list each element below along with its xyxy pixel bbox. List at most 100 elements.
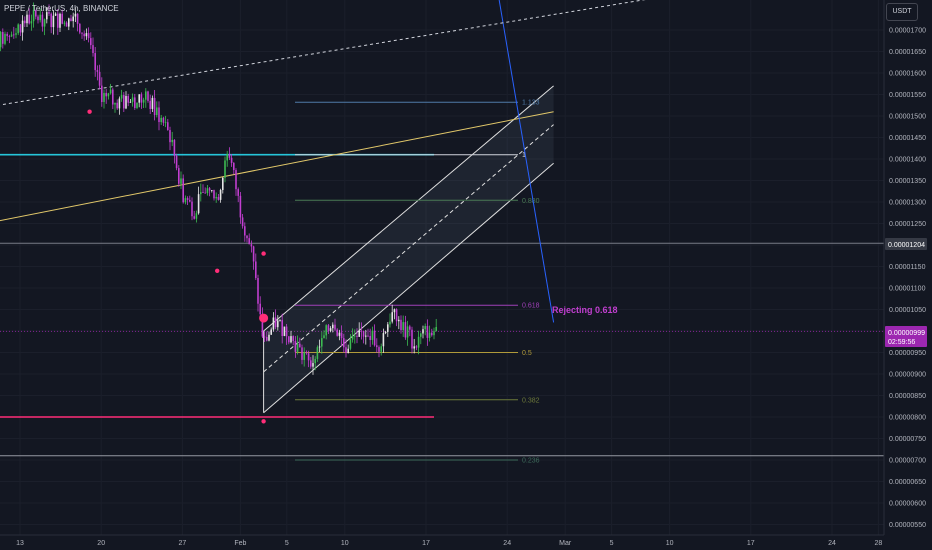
candle-body [197, 194, 200, 214]
current-price-tag: 0.00000999 [888, 330, 925, 337]
candle-body [250, 244, 253, 247]
candle-body [228, 153, 231, 158]
candle-body [136, 102, 138, 108]
price-tick: 0.00001050 [889, 307, 926, 314]
candle-body [37, 16, 39, 21]
level-tag-box [885, 238, 927, 250]
candle-body [193, 216, 195, 219]
candle-body [41, 14, 44, 27]
marker-dot [215, 268, 220, 273]
candle-body [217, 197, 220, 200]
candle-body [134, 97, 136, 108]
candle-body [417, 336, 420, 348]
candle-body [72, 16, 74, 22]
candle-body [171, 139, 173, 143]
candle-body [391, 312, 393, 322]
price-tick: 0.00001500 [889, 114, 926, 121]
candle-body [338, 332, 341, 336]
price-tick: 0.00000950 [889, 350, 926, 357]
candle-body [402, 322, 404, 331]
candle-body [294, 340, 297, 352]
currency-selector[interactable]: USDT [886, 3, 918, 21]
price-tick: 0.00001150 [889, 264, 926, 271]
candle-body [354, 335, 356, 337]
candle-body [94, 53, 96, 71]
candle-body [244, 226, 246, 236]
fibonacci-levels: 1.133 1 0.880 0.618 0.5 0.382 0.236 [295, 100, 540, 465]
candle-body [248, 238, 250, 245]
price-tick: 0.00001600 [889, 71, 926, 78]
candle-body [70, 18, 72, 22]
price-tick: 0.00000800 [889, 415, 926, 422]
candle-body [274, 317, 277, 328]
candle-body [255, 261, 257, 279]
candle-body [149, 100, 151, 109]
price-tick: 0.00001350 [889, 178, 926, 185]
candle-body [118, 98, 121, 109]
candle-body [173, 139, 176, 156]
candle-body [226, 153, 228, 161]
grid [0, 0, 884, 535]
candle-body [57, 13, 59, 28]
candle-body [420, 333, 422, 337]
candle-body [316, 347, 319, 359]
price-tick: 0.00000600 [889, 501, 926, 508]
candle-body [235, 170, 237, 190]
candle-body [116, 102, 118, 109]
candle-body [305, 352, 308, 354]
candle-body [400, 319, 402, 331]
candle-body [21, 20, 24, 33]
marker-dot [259, 313, 269, 323]
level-tag: 0.00001204 [888, 242, 925, 249]
candle-body [290, 336, 292, 343]
candle-body [321, 338, 323, 347]
marker-dot [261, 419, 266, 424]
candle-body [270, 329, 272, 335]
fib-label: 0.618 [522, 303, 540, 310]
candle-body [213, 190, 215, 199]
candle-body [180, 178, 182, 184]
countdown-tag: 02:59:56 [888, 339, 915, 346]
candle-body [261, 314, 264, 337]
candle-body [327, 325, 330, 331]
candle-body [384, 331, 387, 334]
annotations: Rejecting 0.618 [552, 305, 618, 315]
candle-body [61, 13, 63, 24]
candle-body [114, 102, 116, 105]
candle-body [283, 326, 286, 336]
candle-body [349, 339, 352, 349]
fib-label: 0.236 [522, 458, 540, 465]
candle-body [336, 329, 338, 336]
candle-body [424, 326, 426, 330]
candle-body [156, 107, 158, 116]
candle-body [343, 338, 345, 348]
candle-body [83, 33, 85, 37]
candle-body [310, 360, 312, 367]
candle-body [329, 328, 332, 331]
candle-body [204, 192, 206, 194]
candle-body [406, 326, 409, 338]
candle-body [422, 329, 424, 334]
candle-body [107, 93, 110, 97]
candle-body [413, 346, 415, 349]
channel-fill [263, 85, 554, 413]
candle-body [79, 23, 81, 33]
fib-label: 0.5 [522, 350, 532, 357]
candle-body [332, 324, 334, 329]
candle-body [129, 101, 132, 103]
candle-body [431, 332, 433, 336]
candle-body [211, 190, 213, 191]
markers [87, 109, 269, 424]
candle-body [81, 32, 83, 34]
price-tick: 0.00000650 [889, 479, 926, 486]
candle-body [131, 97, 134, 102]
time-tick: 24 [828, 540, 836, 547]
time-tick: 10 [341, 540, 349, 547]
fib-label: 1.133 [522, 100, 540, 107]
candle-body [120, 95, 123, 99]
price-tick: 0.00001650 [889, 49, 926, 56]
candle-body [325, 325, 327, 336]
candle-body [237, 189, 239, 196]
